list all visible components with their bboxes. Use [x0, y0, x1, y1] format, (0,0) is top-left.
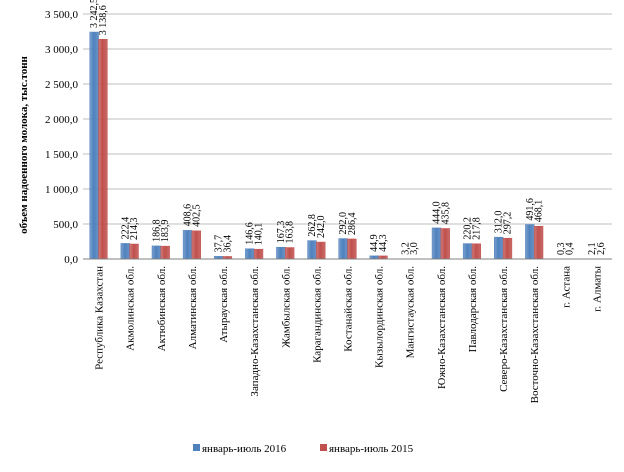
- data-label: 146,6: [245, 222, 256, 245]
- bar-2016: [338, 238, 348, 260]
- y-tick-label: 3 500,0: [45, 9, 79, 21]
- bar-2015: [533, 225, 544, 260]
- data-label: 0,3: [556, 242, 567, 255]
- bar-2016: [245, 248, 255, 260]
- data-label: 222,4: [120, 217, 131, 240]
- data-label: 2,1: [587, 242, 598, 255]
- bar-2015: [316, 241, 326, 260]
- category-label: Костанайская обл.: [343, 266, 355, 352]
- category-label: Кызылординская обл.: [374, 266, 386, 368]
- category-label: Акмолинская обл.: [125, 266, 137, 351]
- category-label: Карагандинская обл.: [311, 266, 323, 363]
- bars: [89, 31, 606, 260]
- bar-2016: [431, 227, 442, 260]
- category-label: Мангистауская обл.: [405, 266, 417, 359]
- y-tick-label: 3 000,0: [45, 44, 79, 56]
- category-label: Актюбинская обл.: [156, 266, 168, 352]
- y-tick-label: 0,0: [64, 254, 78, 266]
- bar-2016: [462, 243, 473, 260]
- data-label: 36,4: [222, 235, 233, 253]
- data-label: 3 138,6: [98, 5, 109, 35]
- bar-2016: [276, 247, 286, 260]
- legend-label: январь-июль 2015: [329, 443, 414, 455]
- data-label: 44,9: [369, 234, 380, 252]
- data-label: 491,6: [525, 198, 536, 221]
- data-label: 186,8: [151, 219, 162, 242]
- y-tick-label: 2 500,0: [45, 79, 79, 91]
- legend-label: январь-июль 2016: [202, 443, 287, 455]
- bar-2015: [160, 245, 170, 260]
- data-label: 37,7: [214, 235, 225, 253]
- y-tick-label: 1 000,0: [45, 184, 79, 196]
- data-label: 167,3: [276, 221, 287, 244]
- data-label: 402,5: [191, 204, 202, 227]
- data-label: 140,1: [254, 223, 265, 246]
- bar-2016: [182, 230, 193, 260]
- legend: январь-июль 2016 январь-июль 2015: [193, 443, 414, 455]
- bar-2016: [307, 240, 317, 260]
- bar-2015: [191, 230, 201, 260]
- data-label: 214,3: [129, 217, 140, 240]
- legend-swatch: [193, 444, 200, 451]
- category-labels: Республика Казахстан Акмолинская обл. Актю…: [94, 265, 604, 403]
- data-label: 312,0: [494, 211, 505, 234]
- bar-2015: [253, 248, 264, 260]
- data-label: 220,2: [463, 217, 474, 240]
- data-label: 163,8: [285, 221, 296, 244]
- data-label: 408,6: [183, 204, 194, 227]
- bar-2015: [502, 237, 513, 260]
- bar-2016: [89, 31, 99, 260]
- category-label: Северо-Казахстанская обл.: [498, 266, 510, 392]
- data-label: 2,6: [596, 242, 607, 255]
- data-label: 183,9: [160, 220, 171, 243]
- category-label: Восточно-Казахстанская обл.: [529, 266, 541, 404]
- bar-2016: [494, 236, 504, 260]
- category-label: Южно-Казахстанская обл.: [436, 266, 448, 389]
- data-label: 468,1: [534, 200, 545, 223]
- category-label: Западно-Казахстанская обл.: [249, 266, 261, 397]
- bar-2015: [347, 238, 357, 260]
- bar-2015: [129, 243, 139, 260]
- bar-2016: [120, 243, 130, 260]
- data-label: 44,3: [378, 234, 389, 252]
- data-label: 292,0: [338, 212, 349, 235]
- y-axis-title: объем надоенного молока, тыс.тонн: [18, 55, 30, 233]
- category-label: Атырауская обл.: [218, 266, 230, 343]
- data-label: 3,2: [400, 242, 411, 255]
- data-label: 444,0: [431, 201, 442, 224]
- bar-2015: [471, 243, 482, 260]
- category-label: Алматинская обл.: [187, 266, 199, 350]
- bar-2015: [440, 228, 450, 260]
- bar-2016: [151, 245, 162, 260]
- category-label: Павлодарская обл.: [467, 266, 479, 353]
- data-label: 3,0: [409, 242, 420, 255]
- data-label: 262,8: [307, 214, 318, 237]
- category-label: г. Астана: [560, 266, 572, 308]
- y-tick-label: 1 500,0: [45, 149, 79, 161]
- category-label: Жамбылская обл.: [280, 266, 292, 348]
- y-tick-label: 500,0: [53, 219, 78, 231]
- data-label: 297,2: [502, 212, 513, 235]
- bar-2015: [98, 39, 108, 260]
- y-tick-label: 2 000,0: [45, 114, 79, 126]
- data-label: 3 242,5: [89, 0, 100, 28]
- data-label: 242,0: [316, 216, 327, 239]
- y-axis-ticks: 0,0 500,0 1 000,0 1 500,0 2 000,0 2 500,0 3 00…: [45, 9, 79, 266]
- bar-2016: [525, 224, 535, 260]
- data-label: 435,8: [440, 202, 451, 225]
- data-labels: 3 242,5 222,4 186,8 408,6 37,7 146,6 167,3 262,…: [89, 0, 607, 255]
- data-label: 0,4: [565, 242, 576, 255]
- gridlines: [83, 13, 612, 225]
- legend-swatch: [320, 444, 327, 451]
- data-label: 217,8: [471, 217, 482, 240]
- category-label: Республика Казахстан: [94, 266, 106, 370]
- data-label: 286,4: [347, 212, 358, 235]
- category-label: г. Алматы: [591, 265, 603, 311]
- bar-2015: [285, 247, 295, 260]
